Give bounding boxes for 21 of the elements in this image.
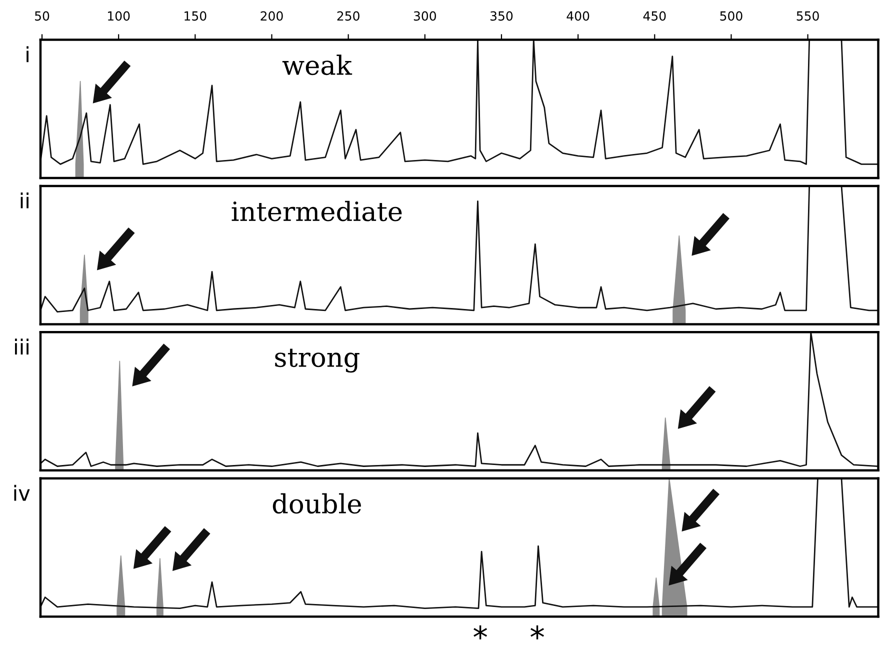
y-axis-title: i [26, 46, 28, 62]
y-axis-title: ii [20, 192, 28, 208]
y-axis-title: iii [15, 338, 28, 354]
x-tick-label: 550 [796, 11, 819, 21]
x-tick-label: 250 [337, 11, 360, 21]
text: strong [275, 348, 360, 373]
text: * [474, 625, 488, 640]
x-tick-label: 500 [720, 11, 742, 21]
y-axis-title: iv [14, 484, 30, 501]
x-tick-label: 200 [260, 11, 283, 21]
x-tick-label: 450 [643, 11, 666, 21]
x-tick-label: 400 [566, 11, 590, 21]
text: * [530, 625, 544, 640]
chart-title: weak [282, 54, 352, 76]
x-tick-label: 150 [184, 11, 206, 21]
x-tick-label: 100 [108, 11, 130, 21]
x-tick-label: 300 [414, 11, 436, 21]
x-tick-label: 50 [35, 11, 50, 21]
chart-title: double [272, 493, 361, 514]
chart-title: intermediate [232, 200, 402, 222]
x-tick-label: 350 [490, 11, 513, 21]
